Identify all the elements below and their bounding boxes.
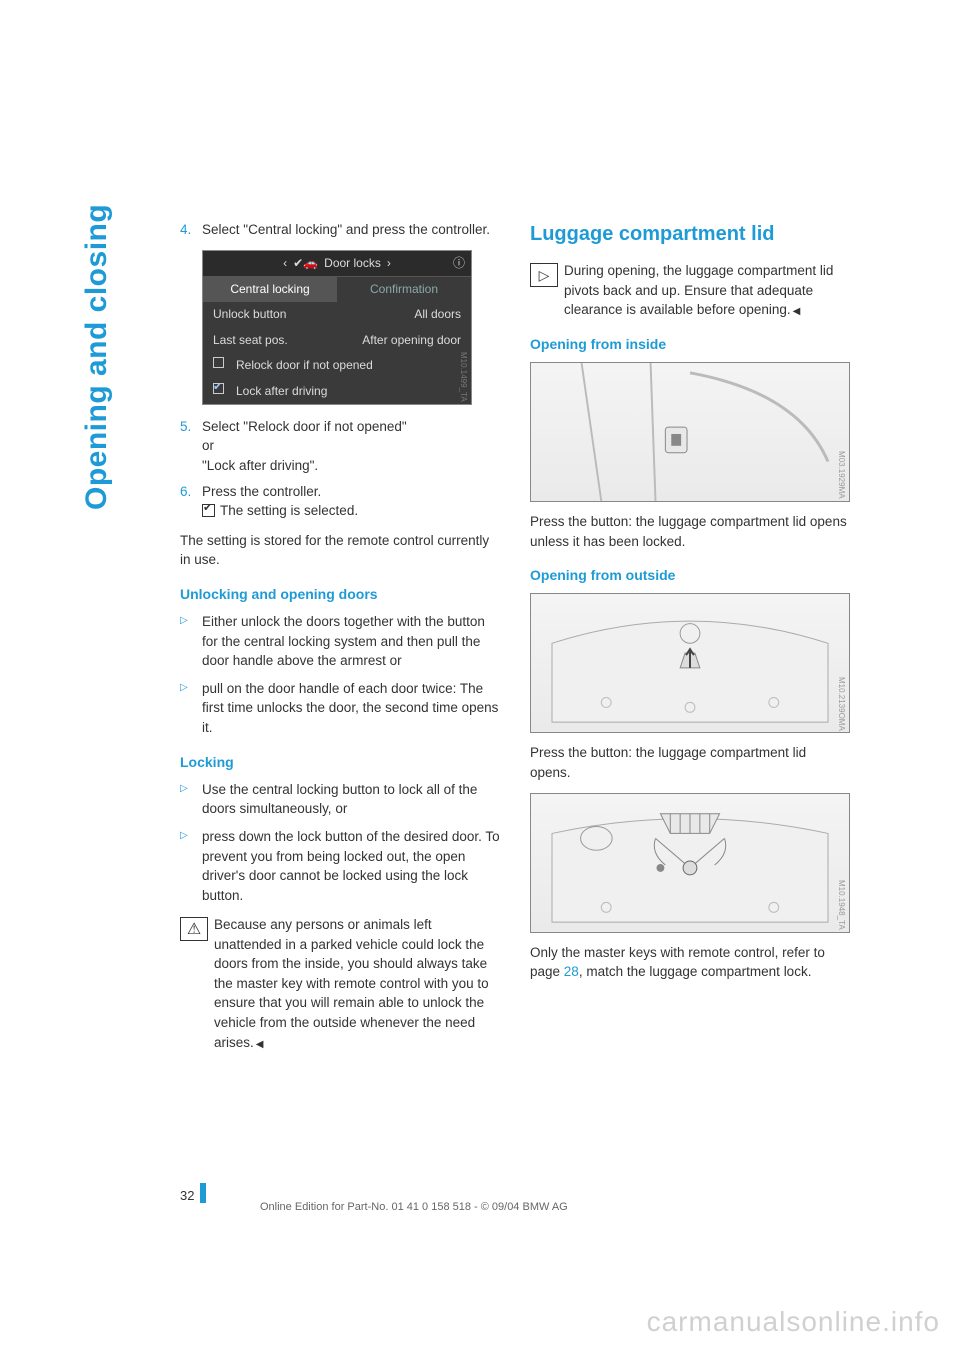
idrive-screenshot: ‹ ✔🚗 Door locks › ⓘ Central locking Conf… [202, 250, 472, 405]
warning-text: Because any persons or animals left unat… [214, 915, 500, 1052]
row-value: All doors [414, 306, 461, 323]
watermark: carmanualsonline.info [647, 1306, 940, 1338]
illustration-key-lock: M10.1948_TA [530, 793, 850, 933]
hint-text: During opening, the luggage compartment … [564, 261, 850, 320]
menu-title: Door locks [324, 255, 381, 272]
body-text: The setting is stored for the remote con… [180, 531, 500, 570]
body-text: Press the button: the luggage compartmen… [530, 743, 850, 782]
car-icon: ✔🚗 [293, 255, 318, 272]
bullet-text: Either unlock the doors together with th… [202, 612, 500, 671]
heading-locking: Locking [180, 752, 500, 772]
left-column: 4. Select "Central locking" and press th… [180, 220, 500, 1062]
page-link[interactable]: 28 [564, 964, 579, 979]
footer-edition: Online Edition for Part-No. 01 41 0 158 … [260, 1201, 568, 1213]
heading-opening-outside: Opening from outside [530, 565, 850, 585]
info-icon: ⓘ [453, 255, 465, 272]
image-code: M03.1929MA [835, 451, 847, 499]
nav-left-icon: ‹ [283, 255, 287, 272]
row-label: Last seat pos. [213, 332, 288, 349]
body-text: Only the master keys with remote control… [530, 943, 850, 982]
page-number-bar [200, 1183, 206, 1203]
bullet-text: press down the lock button of the desire… [202, 827, 500, 905]
tab-confirmation: Confirmation [337, 276, 471, 302]
checkbox-icon [213, 357, 224, 368]
bullet-text: Use the central locking button to lock a… [202, 780, 500, 819]
illustration-trunk-button: M10.2139OMA [530, 593, 850, 733]
step-text: Select "Relock door if not opened" or "L… [202, 417, 500, 476]
row-label: Lock after driving [236, 383, 327, 400]
step-text: Press the controller. The setting is sel… [202, 482, 500, 521]
heading-unlocking: Unlocking and opening doors [180, 584, 500, 604]
step-number: 6. [180, 482, 202, 521]
heading-luggage: Luggage compartment lid [530, 220, 850, 249]
right-column: Luggage compartment lid During opening, … [530, 220, 850, 1062]
step-number: 5. [180, 417, 202, 476]
step-text: Select "Central locking" and press the c… [202, 220, 500, 240]
row-value: After opening door [362, 332, 461, 349]
warning-icon [180, 917, 208, 941]
row-label: Relock door if not opened [236, 357, 373, 374]
step-main: Press the controller. [202, 484, 321, 499]
text-part: , match the luggage compartment lock. [579, 964, 812, 979]
nav-right-icon: › [387, 255, 391, 272]
illustration-inside-button: M03.1929MA [530, 362, 850, 502]
hint-icon [530, 263, 558, 287]
section-side-title: Opening and closing [80, 204, 114, 510]
row-label: Unlock button [213, 306, 286, 323]
image-code: M10.2139OMA [835, 677, 847, 731]
heading-opening-inside: Opening from inside [530, 334, 850, 354]
image-code: M10.1499_TA [457, 352, 469, 402]
image-code: M10.1948_TA [835, 880, 847, 930]
check-icon [202, 504, 216, 515]
bullet-text: pull on the door handle of each door twi… [202, 679, 500, 738]
page-number: 32 [180, 1188, 194, 1203]
body-text: Press the button: the luggage compartmen… [530, 512, 850, 551]
tab-central-locking: Central locking [203, 276, 337, 302]
checkbox-checked-icon [213, 383, 224, 394]
step-sub: The setting is selected. [220, 503, 358, 518]
step-number: 4. [180, 220, 202, 240]
